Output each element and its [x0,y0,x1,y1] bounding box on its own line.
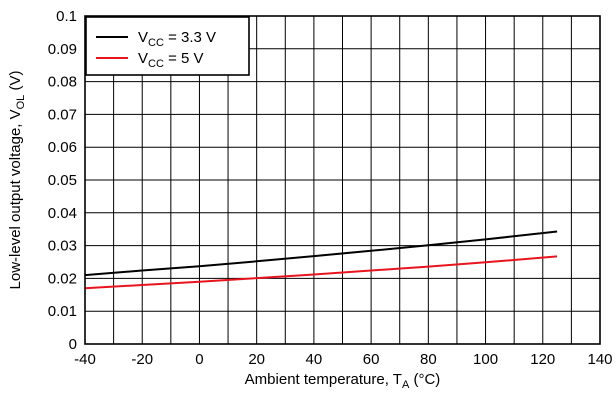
legend-label-vcc-5v: VCC = 5 V [138,50,204,70]
plot-frame [84,15,601,345]
x-tick-labels: -40 -20 0 20 40 60 80 100 120 140 [74,351,612,368]
legend-label-vcc-3-3v: VCC = 3.3 V [138,29,216,49]
series-line-0 [84,230,558,277]
y-tick-label: 0.07 [48,106,77,123]
x-axis-label: Ambient temperature, TA (°C) [245,371,441,391]
x-tick-label: 40 [306,351,323,368]
x-tick-label: 80 [420,351,437,368]
legend-box [85,16,250,76]
y-tick-label: 0.1 [56,8,77,25]
x-tick-label: 0 [195,351,203,368]
series-line-1 [84,255,558,290]
x-tick-label: -20 [131,351,153,368]
y-tick-label: 0.05 [48,172,77,189]
y-tick-labels: 0 0.01 0.02 0.03 0.04 0.05 0.06 0.07 0.08 0.09 0.1 [48,8,77,353]
y-tick-label: 0 [69,336,77,353]
y-tick-label: 0.04 [48,205,77,222]
y-tick-label: 0.03 [48,238,77,255]
legend: VCC = 3.3 V VCC = 5 V [85,16,250,76]
y-tick-label: 0.09 [48,41,77,58]
y-tick-label: 0.01 [48,303,77,320]
x-tick-label: 120 [530,351,555,368]
x-tick-label: 20 [248,351,265,368]
y-axis-label: Low-level output voltage, VOL (V) [7,71,27,290]
y-tick-label: 0.06 [48,139,77,156]
x-tick-label: 60 [363,351,380,368]
y-tick-label: 0.08 [48,74,77,91]
series-layer [84,230,558,290]
x-tick-label: 100 [473,351,498,368]
x-tick-label: -40 [74,351,96,368]
y-tick-label: 0.02 [48,270,77,287]
x-tick-label: 140 [587,351,612,368]
